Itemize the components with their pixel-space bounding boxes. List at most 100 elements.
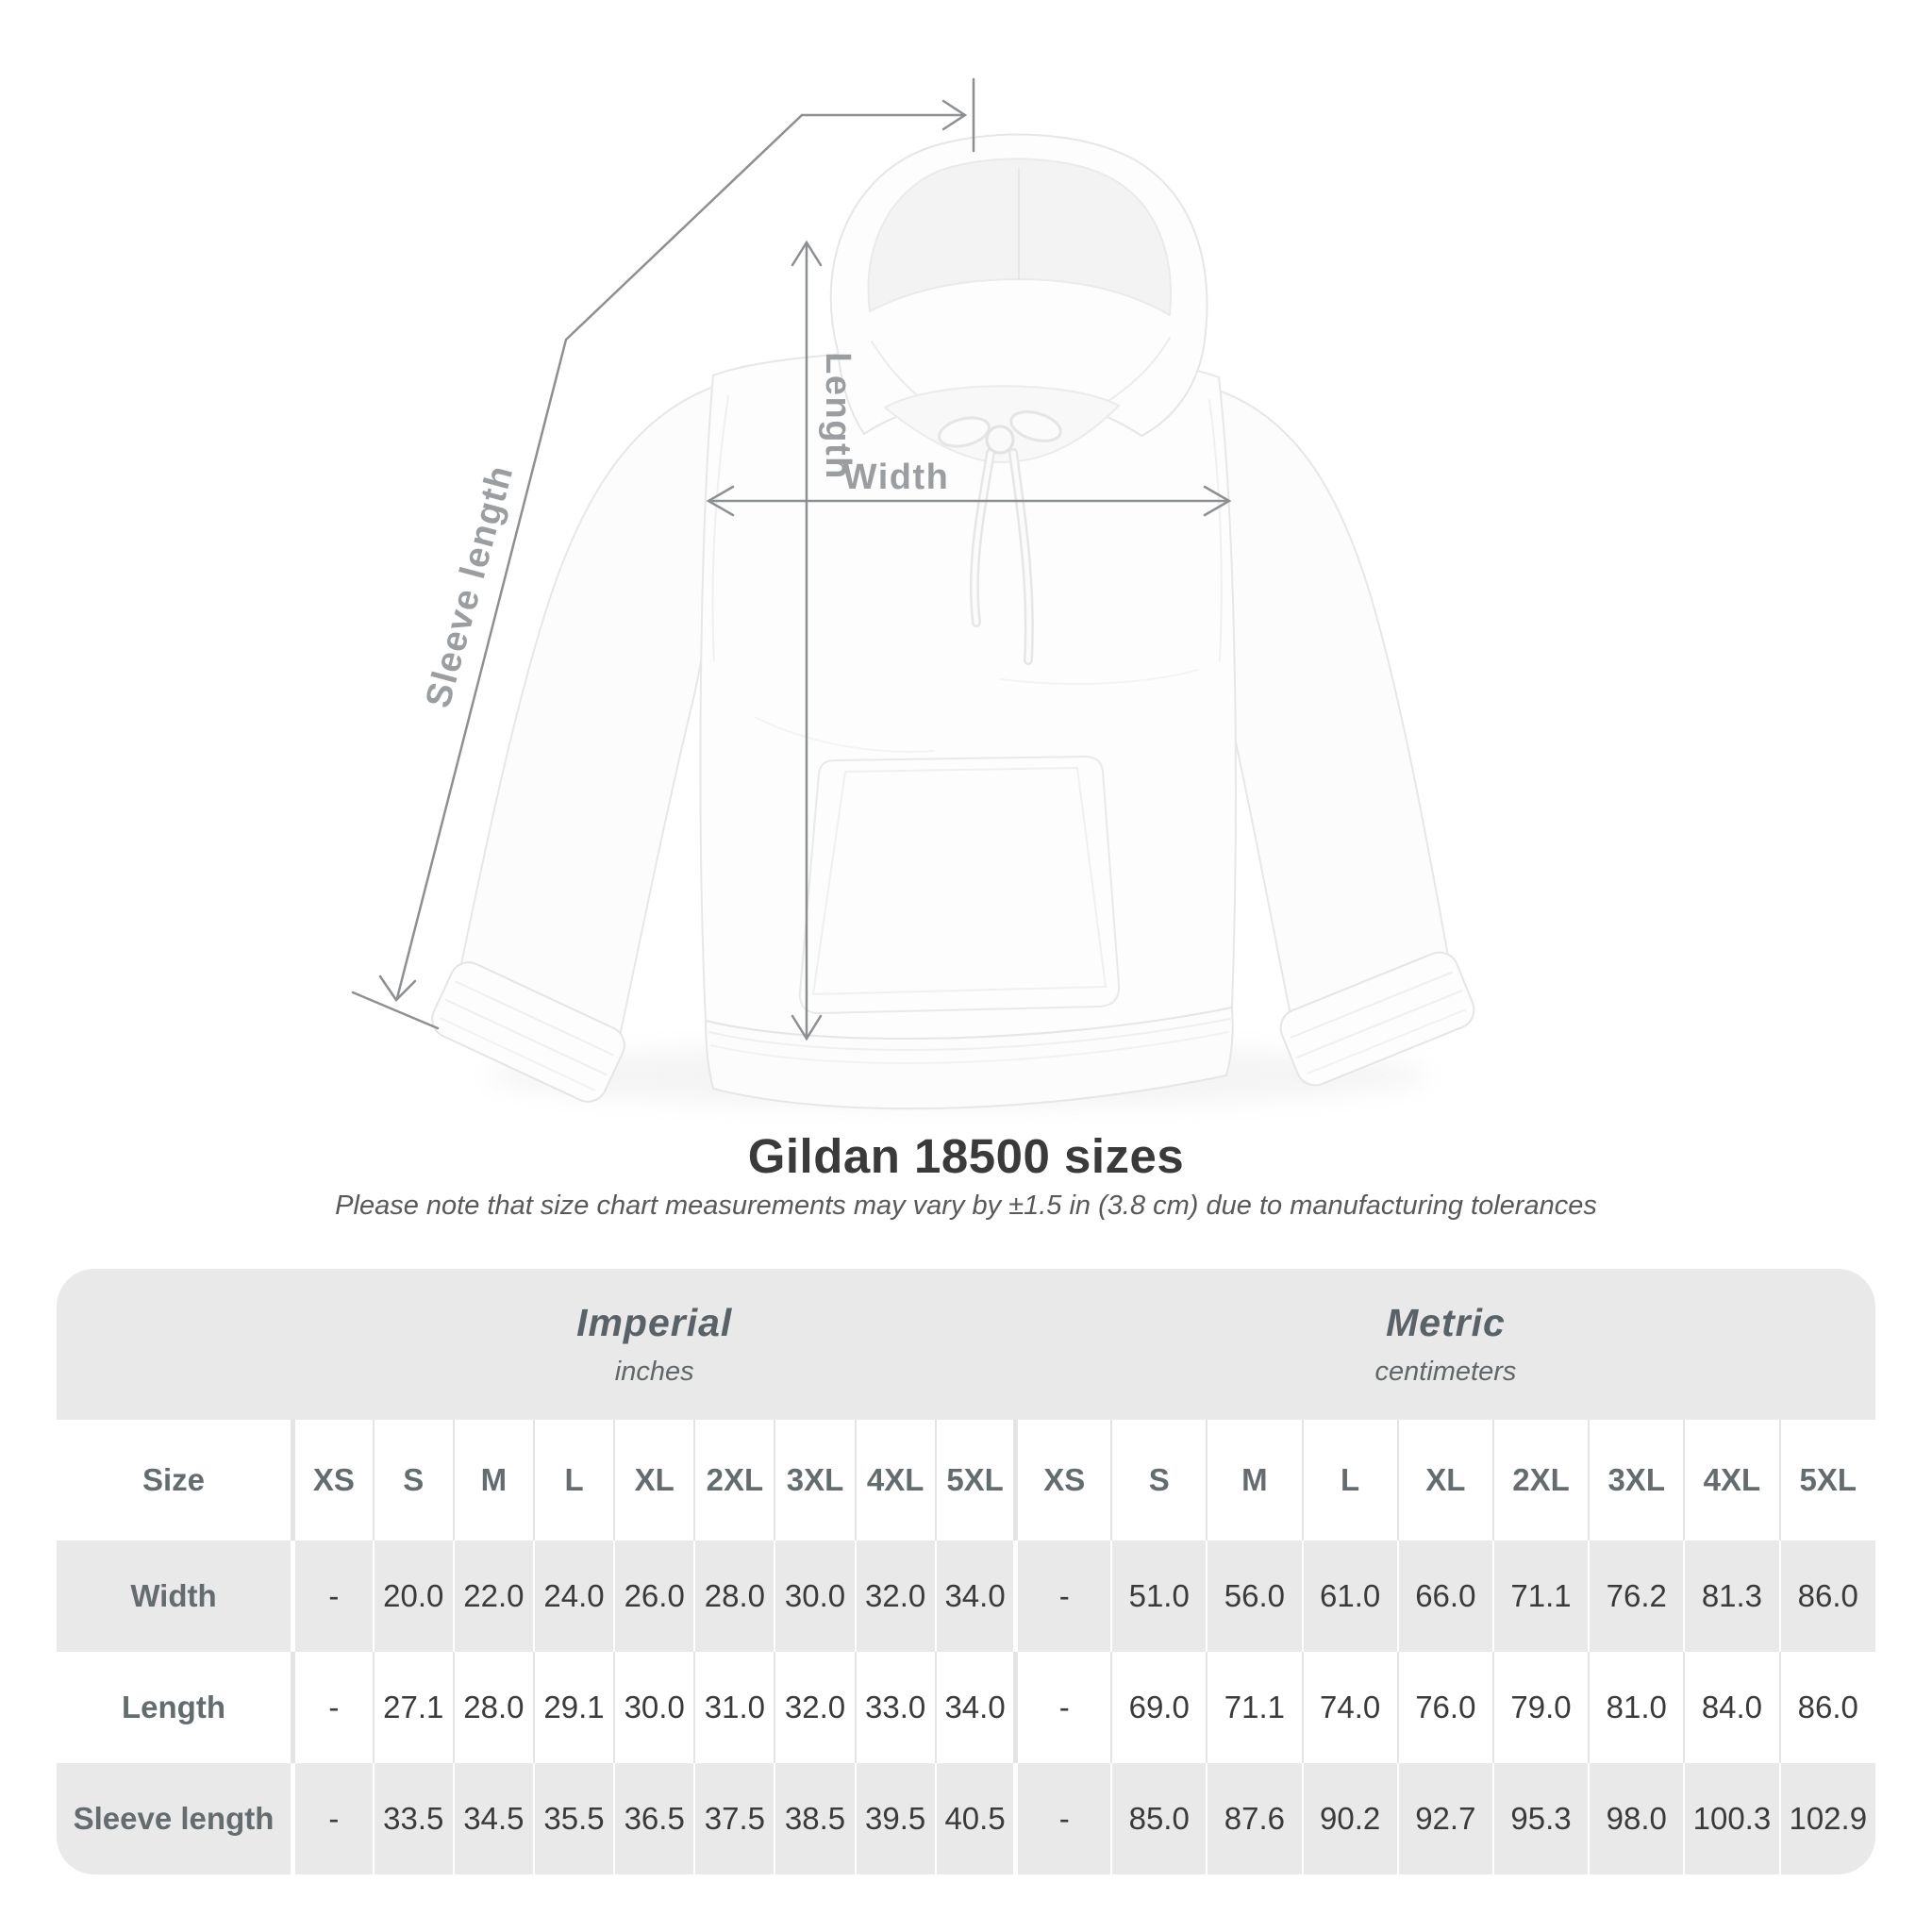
size-value-cell: -: [290, 1763, 374, 1874]
size-value-cell: 79.0: [1491, 1652, 1590, 1763]
size-value-cell: 71.1: [1491, 1541, 1590, 1652]
size-value-cell: 84.0: [1683, 1652, 1780, 1763]
size-value-cell: 27.1: [372, 1652, 454, 1763]
unit-group-sublabel: inches: [614, 1357, 694, 1387]
size-value-cell: 22.0: [452, 1541, 534, 1652]
column-header: XS: [1013, 1420, 1112, 1541]
size-value-cell: 102.9: [1778, 1763, 1875, 1874]
size-value-cell: 92.7: [1396, 1763, 1493, 1874]
length-arrow: [791, 240, 823, 1041]
size-value-cell: 85.0: [1110, 1763, 1208, 1874]
size-value-cell: 33.0: [854, 1652, 936, 1763]
column-header: 4XL: [1683, 1420, 1780, 1541]
unit-group-sublabel: centimeters: [1374, 1357, 1517, 1387]
hem-stitch-line: [708, 1018, 1231, 1052]
column-header: 5XL: [934, 1420, 1016, 1541]
column-header: 2XL: [693, 1420, 775, 1541]
size-value-cell: 61.0: [1301, 1541, 1398, 1652]
hoodie-measurement-diagram: Length Width Sleeve length: [351, 77, 1475, 1110]
hoodie-pocket: [798, 756, 1121, 1014]
size-table-container: Imperial inches Metric centimeters Size XS S M L…: [57, 1269, 1875, 1874]
size-value-cell: 28.0: [452, 1652, 534, 1763]
size-table: Imperial inches Metric centimeters Size XS S M L…: [57, 1269, 1875, 1874]
size-value-cell: 30.0: [613, 1652, 695, 1763]
size-value-cell: 95.3: [1491, 1763, 1590, 1874]
size-value-cell: 31.0: [693, 1652, 775, 1763]
hoodie-left-cuff: [431, 961, 625, 1103]
hoodie-right-sleeve: [1208, 388, 1452, 1044]
size-value-cell: 20.0: [372, 1541, 454, 1652]
size-value-cell: 24.0: [532, 1541, 615, 1652]
column-header: 3XL: [1588, 1420, 1685, 1541]
size-value-cell: -: [290, 1652, 374, 1763]
width-arrow: [706, 485, 1232, 517]
size-value-cell: -: [1013, 1541, 1112, 1652]
size-value-cell: 74.0: [1301, 1652, 1398, 1763]
size-value-cell: -: [1013, 1652, 1112, 1763]
column-header: M: [1206, 1420, 1303, 1541]
column-header: L: [532, 1420, 615, 1541]
column-header: 5XL: [1778, 1420, 1875, 1541]
column-header: XL: [613, 1420, 695, 1541]
unit-group-header: Metric centimeters: [1015, 1269, 1875, 1420]
size-value-cell: -: [1013, 1763, 1112, 1874]
size-value-cell: 34.0: [934, 1541, 1016, 1652]
column-header: 4XL: [854, 1420, 936, 1541]
page-subtitle: Please note that size chart measurements…: [335, 1191, 1597, 1221]
size-value-cell: 100.3: [1683, 1763, 1780, 1874]
wrinkle-line: [999, 669, 1199, 685]
pocket-stitch-line: [812, 767, 1107, 995]
size-value-cell: 34.0: [934, 1652, 1016, 1763]
column-header: S: [372, 1420, 454, 1541]
size-value-cell: 37.5: [693, 1763, 775, 1874]
size-value-cell: 98.0: [1588, 1763, 1685, 1874]
size-value-cell: 56.0: [1206, 1541, 1303, 1652]
size-value-cell: 66.0: [1396, 1541, 1493, 1652]
size-value-cell: 32.0: [854, 1541, 936, 1652]
size-value-cell: 32.0: [774, 1652, 856, 1763]
size-value-cell: 35.5: [532, 1763, 615, 1874]
hoodie-right-cuff: [1279, 951, 1475, 1087]
hem-stitch-line: [710, 1031, 1229, 1065]
column-header: 3XL: [774, 1420, 856, 1541]
width-measure-label: Width: [843, 458, 950, 497]
size-value-cell: 86.0: [1778, 1652, 1875, 1763]
size-value-cell: 81.3: [1683, 1541, 1780, 1652]
row-label: Sleeve length: [57, 1763, 293, 1874]
sleeve-length-arrow: [351, 77, 975, 1030]
size-value-cell: 71.1: [1206, 1652, 1303, 1763]
size-value-cell: 86.0: [1778, 1541, 1875, 1652]
hoodie-drawstrings: [938, 410, 1062, 665]
size-value-cell: 76.0: [1396, 1652, 1493, 1763]
size-value-cell: 90.2: [1301, 1763, 1398, 1874]
size-column-header: Size: [142, 1462, 206, 1497]
row-label: Length: [122, 1690, 225, 1724]
row-label: Width: [57, 1541, 293, 1652]
size-value-cell: 40.5: [934, 1763, 1016, 1874]
sleeve-length-measure-label: Sleeve length: [419, 460, 522, 711]
size-value-cell: 28.0: [693, 1541, 775, 1652]
page-title: Gildan 18500 sizes: [747, 1129, 1185, 1183]
size-value-cell: 38.5: [774, 1763, 856, 1874]
size-value-cell: 87.6: [1206, 1763, 1303, 1874]
unit-group-label: Imperial: [576, 1301, 733, 1344]
column-header: XS: [290, 1420, 374, 1541]
right-armhole-seam: [1208, 399, 1223, 661]
size-value-cell: 36.5: [613, 1763, 695, 1874]
column-header: L: [1301, 1420, 1398, 1541]
size-value-cell: 51.0: [1110, 1541, 1208, 1652]
hoodie-hem-band: [705, 1007, 1234, 1110]
size-value-cell: 39.5: [854, 1763, 936, 1874]
column-header: XL: [1396, 1420, 1493, 1541]
size-value-cell: -: [290, 1541, 374, 1652]
table-corner-cell: [57, 1269, 293, 1420]
wrinkle-line: [754, 716, 935, 753]
column-header: 2XL: [1491, 1420, 1590, 1541]
size-value-cell: 26.0: [613, 1541, 695, 1652]
size-value-cell: 29.1: [532, 1652, 615, 1763]
left-armhole-seam: [711, 395, 729, 661]
column-header: M: [452, 1420, 534, 1541]
unit-group-header: Imperial inches: [292, 1269, 1016, 1420]
unit-group-label: Metric: [1386, 1301, 1506, 1344]
